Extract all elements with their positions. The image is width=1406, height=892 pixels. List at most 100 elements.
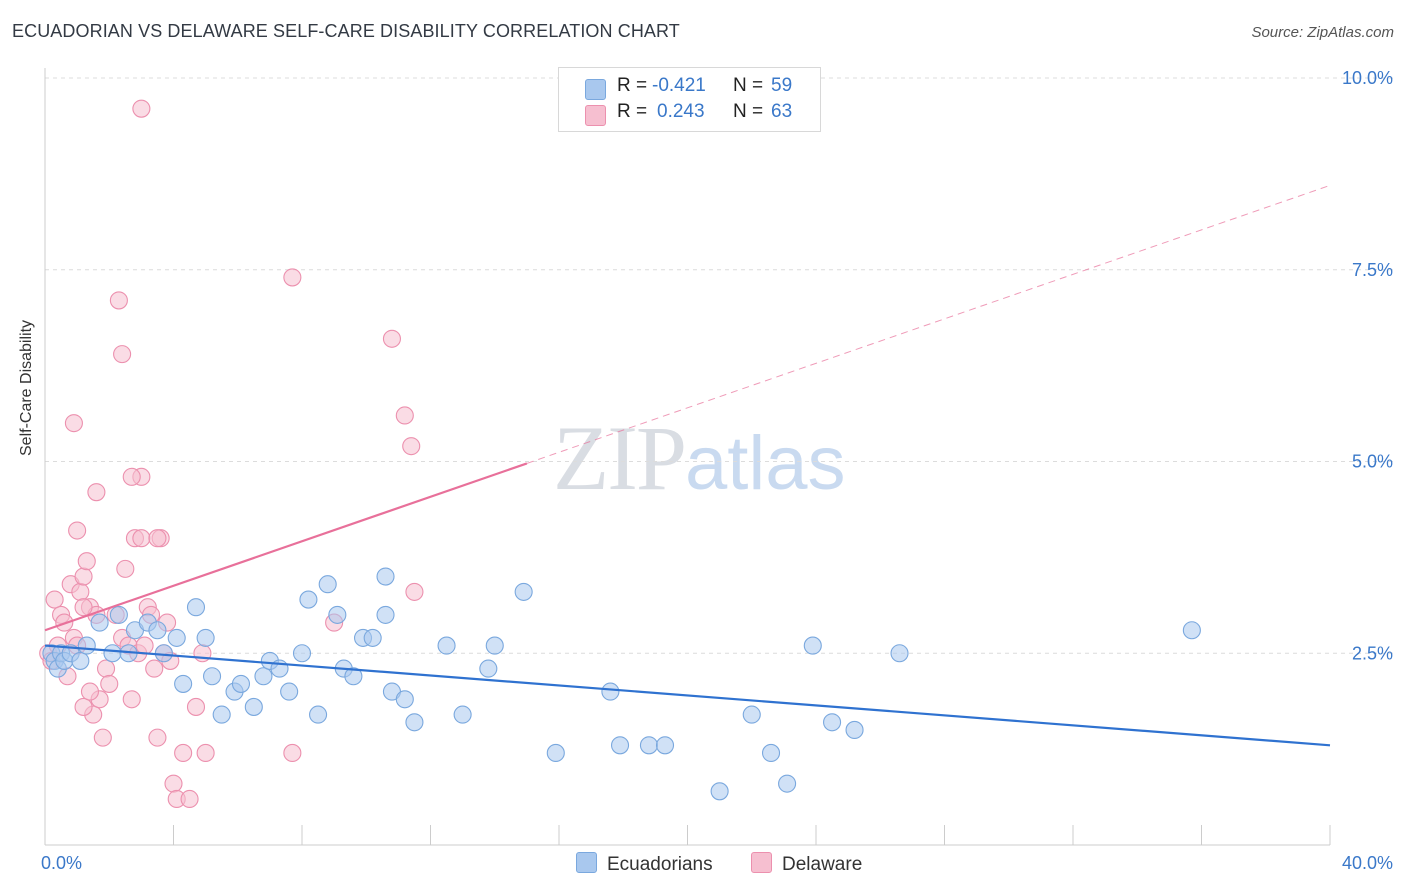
tick-labels: 2.5% 5.0% 7.5% 10.0% 0.0% 40.0% (41, 68, 1393, 873)
delaware-point (77, 552, 96, 571)
bottom-legend-swatch-ecuadorians (576, 852, 597, 873)
bottom-legend-label: Ecuadorians (607, 854, 713, 875)
bottom-legend-label: Delaware (782, 854, 863, 875)
ecuadorian-point (710, 782, 729, 801)
delaware-point (405, 582, 424, 601)
delaware-trend-line (44, 462, 528, 632)
y-tick-label: 7.5% (1352, 260, 1393, 280)
watermark: ZIPatlas (553, 405, 846, 511)
ecuadorian-point (639, 736, 659, 755)
ecuadorian-point (514, 582, 533, 601)
delaware-point (93, 728, 112, 747)
ecuadorian-point (244, 697, 263, 716)
delaware-point (71, 582, 90, 601)
ecuadorian-point (196, 628, 215, 647)
ecuadorian-point (845, 720, 864, 740)
y-tick-label: 5.0% (1352, 452, 1393, 472)
y-tick-label: 10.0% (1342, 68, 1393, 88)
delaware-point (74, 697, 93, 716)
correlation-legend: R = -0.421 N = 59 R = 0.243 N = 63 (558, 67, 821, 132)
ecuadorian-point (742, 705, 761, 724)
delaware-point (132, 529, 151, 548)
watermark-atlas: atlas (685, 421, 846, 506)
delaware-point (196, 743, 215, 763)
ecuadorian-point (1182, 621, 1201, 640)
ecuadorian-point (437, 636, 456, 655)
delaware-point (74, 567, 93, 586)
ecuadorian-point (254, 667, 273, 686)
legend-r-value: 0.243 (657, 101, 705, 122)
delaware-point (283, 743, 302, 763)
delaware-point (100, 674, 119, 693)
delaware-point (145, 659, 164, 678)
ecuadorian-point (761, 743, 781, 763)
ecuadorian-point (546, 743, 565, 763)
delaware-points (39, 99, 424, 809)
legend-r-label: R = (617, 75, 648, 96)
ecuadorian-point (344, 667, 363, 686)
watermark-zip: ZIP (553, 407, 687, 509)
legend-n-label: N = (733, 75, 764, 96)
delaware-point (402, 437, 421, 456)
ecuadorian-point (376, 567, 395, 586)
delaware-trend-extension (526, 184, 1331, 464)
ecuadorian-point (148, 621, 167, 640)
ecuadorian-trend-line (44, 644, 1331, 747)
ecuadorian-point (610, 736, 630, 755)
ecuadorian-point (280, 682, 299, 701)
legend-row-delaware: R = 0.243 N = 63 (559, 101, 820, 127)
ecuadorian-point (823, 713, 842, 732)
axes (44, 68, 1331, 846)
delaware-point (135, 636, 154, 655)
delaware-point (180, 789, 199, 809)
delaware-point (87, 483, 106, 502)
ecuadorian-point (77, 636, 96, 655)
delaware-point (74, 598, 93, 617)
ecuadorian-points (42, 567, 1201, 801)
delaware-point (382, 329, 402, 348)
delaware-point (148, 529, 167, 548)
ecuadorian-point (103, 644, 122, 663)
ecuadorian-point (890, 644, 909, 663)
ecuadorian-point (453, 705, 472, 724)
legend-swatch-delaware (585, 105, 606, 126)
delaware-point (395, 406, 414, 425)
bottom-legend-delaware: Delaware (751, 852, 862, 876)
ecuadorian-point (174, 674, 193, 693)
ecuadorian-point (292, 644, 312, 663)
y-axis-label: Self-Care Disability (18, 319, 35, 456)
ecuadorian-point (395, 690, 414, 709)
delaware-point (186, 697, 206, 716)
ecuadorian-point (655, 736, 675, 755)
legend-r-value: -0.421 (652, 75, 706, 96)
legend-n-label: N = (733, 101, 764, 122)
bottom-legend-swatch-delaware (751, 852, 772, 873)
chart-title: ECUADORIAN VS DELAWARE SELF-CARE DISABIL… (12, 21, 680, 41)
legend-n-value: 59 (771, 75, 793, 96)
ecuadorian-point (309, 705, 328, 724)
delaware-point (122, 467, 141, 486)
ecuadorian-point (778, 774, 797, 793)
delaware-point (148, 728, 167, 747)
trend-lines (44, 184, 1331, 747)
x-tick-label: 40.0% (1342, 853, 1393, 873)
bottom-legend-ecuadorians: Ecuadorians (576, 852, 713, 876)
legend-r-label: R = (617, 101, 648, 122)
delaware-point (96, 659, 116, 678)
delaware-point (132, 99, 151, 118)
ecuadorian-point (299, 590, 318, 609)
gridlines (45, 77, 1393, 654)
y-tick-label: 2.5% (1352, 643, 1393, 663)
ecuadorian-point (479, 659, 498, 678)
ecuadorian-point (167, 628, 186, 647)
ecuadorian-point (212, 705, 231, 724)
ecuadorian-point (328, 605, 347, 624)
ecuadorian-point (405, 713, 424, 732)
delaware-point (64, 414, 83, 433)
delaware-point (113, 345, 132, 364)
ecuadorian-point (203, 667, 222, 686)
source-label: Source: ZipAtlas.com (1251, 24, 1394, 41)
ecuadorian-point (109, 605, 128, 624)
ecuadorian-point (363, 628, 382, 647)
